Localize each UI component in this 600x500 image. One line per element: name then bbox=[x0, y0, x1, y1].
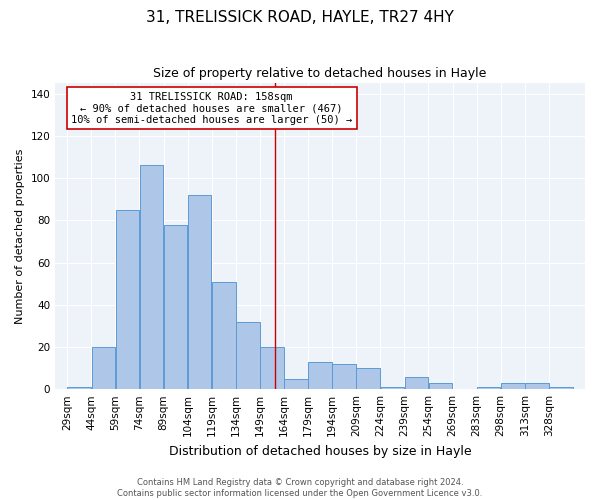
Bar bbox=[140, 166, 163, 389]
Title: Size of property relative to detached houses in Hayle: Size of property relative to detached ho… bbox=[154, 68, 487, 80]
Bar bbox=[67, 387, 91, 389]
Bar bbox=[212, 282, 236, 389]
Y-axis label: Number of detached properties: Number of detached properties bbox=[15, 148, 25, 324]
Bar bbox=[188, 195, 211, 389]
Bar bbox=[549, 387, 573, 389]
Bar bbox=[284, 378, 308, 389]
X-axis label: Distribution of detached houses by size in Hayle: Distribution of detached houses by size … bbox=[169, 444, 472, 458]
Bar bbox=[380, 387, 404, 389]
Bar bbox=[308, 362, 332, 389]
Bar bbox=[477, 387, 500, 389]
Text: 31 TRELISSICK ROAD: 158sqm
← 90% of detached houses are smaller (467)
10% of sem: 31 TRELISSICK ROAD: 158sqm ← 90% of deta… bbox=[71, 92, 352, 124]
Bar bbox=[332, 364, 356, 389]
Bar bbox=[164, 224, 187, 389]
Text: 31, TRELISSICK ROAD, HAYLE, TR27 4HY: 31, TRELISSICK ROAD, HAYLE, TR27 4HY bbox=[146, 10, 454, 25]
Bar bbox=[404, 376, 428, 389]
Bar bbox=[236, 322, 260, 389]
Bar bbox=[525, 383, 548, 389]
Bar bbox=[428, 383, 452, 389]
Bar bbox=[116, 210, 139, 389]
Bar bbox=[356, 368, 380, 389]
Bar bbox=[260, 347, 284, 389]
Bar bbox=[92, 347, 115, 389]
Text: Contains HM Land Registry data © Crown copyright and database right 2024.
Contai: Contains HM Land Registry data © Crown c… bbox=[118, 478, 482, 498]
Bar bbox=[501, 383, 524, 389]
